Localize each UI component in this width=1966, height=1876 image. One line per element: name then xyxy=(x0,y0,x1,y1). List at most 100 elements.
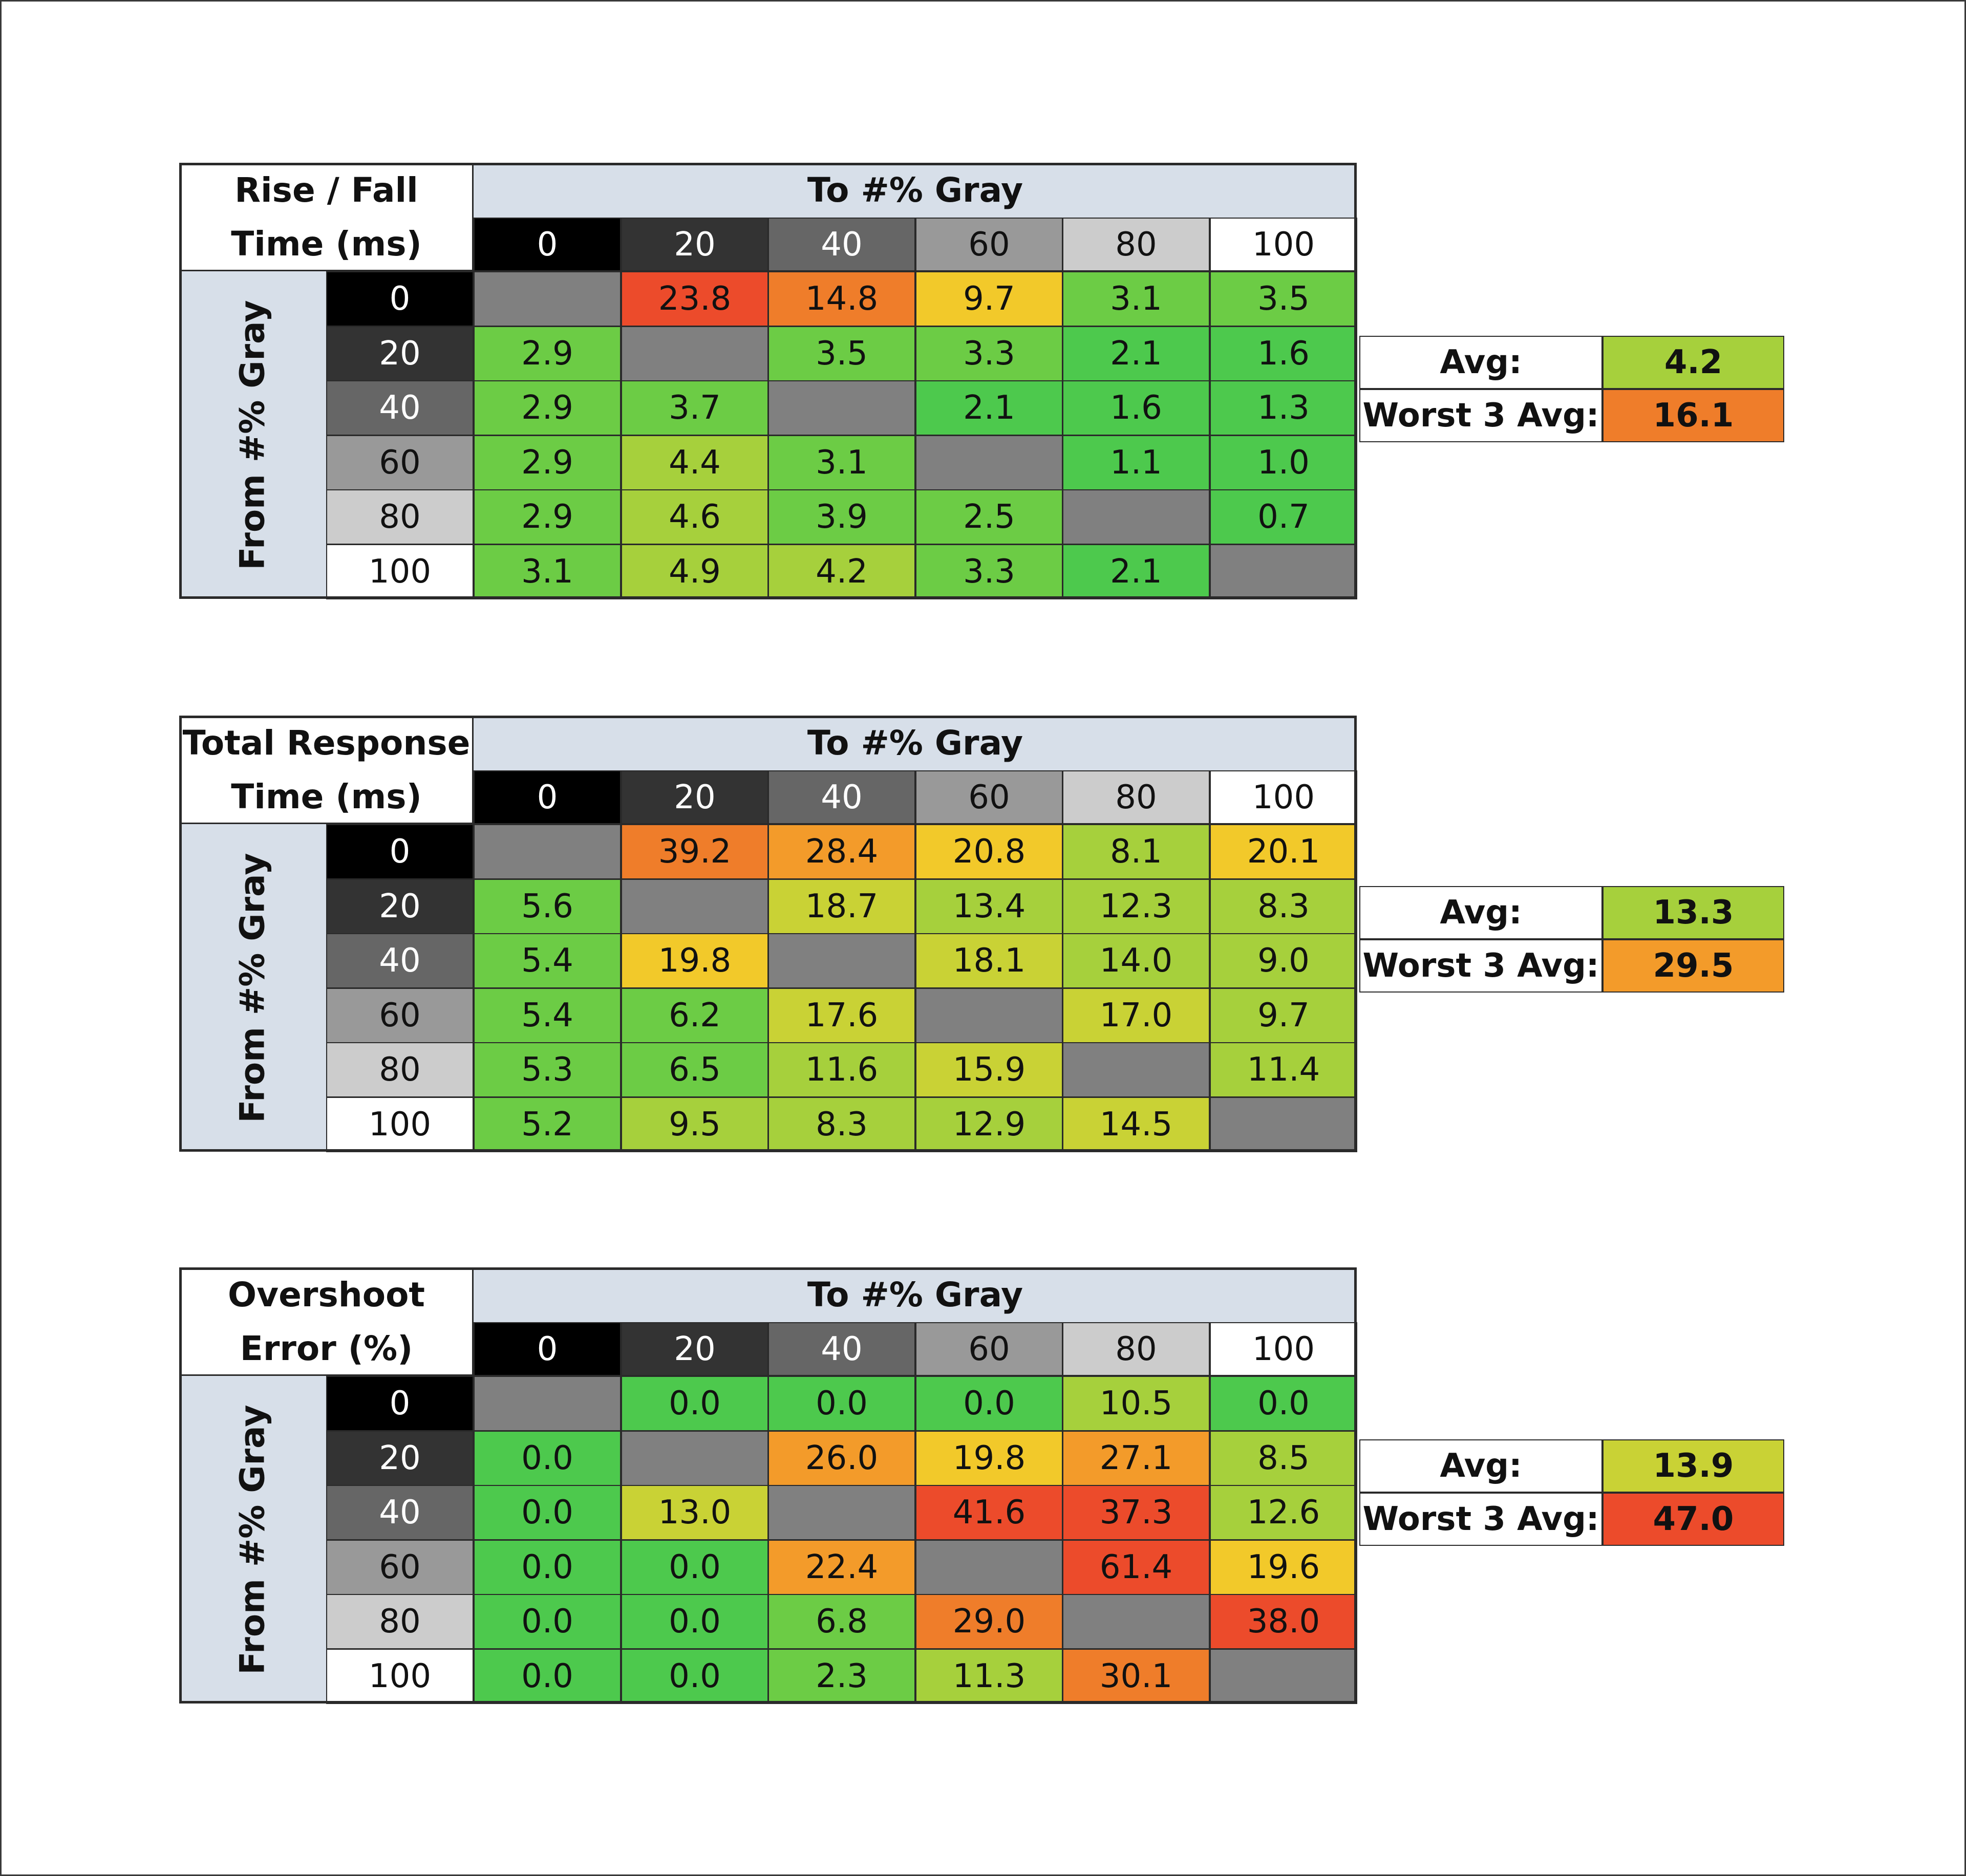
row-header: From #% Gray xyxy=(232,853,272,1123)
table-title-line2: Time (ms) xyxy=(231,224,422,264)
diagonal-cell xyxy=(621,878,768,934)
heatmap-cell: 4.6 xyxy=(621,489,768,545)
heatmap-cell: 0.0 xyxy=(1210,1376,1357,1431)
diagonal-cell xyxy=(768,380,915,436)
heatmap-cell: 26.0 xyxy=(768,1430,915,1486)
diagonal-cell xyxy=(768,933,915,989)
column-tick-label: 40 xyxy=(768,1322,915,1376)
column-tick-label: 20 xyxy=(621,218,768,271)
heatmap-cell: 5.6 xyxy=(474,878,621,934)
heatmap-cell: 2.1 xyxy=(1062,326,1210,381)
heatmap-cell: 1.1 xyxy=(1062,435,1210,490)
heatmap-cell: 6.5 xyxy=(621,1042,768,1098)
avg-value: 4.2 xyxy=(1602,336,1784,389)
column-tick-label: 60 xyxy=(915,218,1063,271)
column-header: To #% Gray xyxy=(474,163,1357,218)
column-tick-label: 80 xyxy=(1062,1322,1210,1376)
heatmap-cell: 3.5 xyxy=(1210,271,1357,327)
row-tick-label: 40 xyxy=(326,1485,474,1541)
avg-value: 13.9 xyxy=(1602,1439,1784,1493)
heatmap-cell: 23.8 xyxy=(621,271,768,327)
heatmap-cell: 13.0 xyxy=(621,1485,768,1541)
heatmap-cell: 8.3 xyxy=(1210,878,1357,934)
heatmap-cell: 0.0 xyxy=(621,1649,768,1704)
worst-3-avg-value: 29.5 xyxy=(1602,939,1784,993)
heatmap-cell: 41.6 xyxy=(915,1485,1063,1541)
table-title-line2: Error (%) xyxy=(240,1329,413,1368)
column-tick-label: 40 xyxy=(768,218,915,271)
worst-3-avg-label: Worst 3 Avg: xyxy=(1359,939,1602,993)
diagonal-cell xyxy=(621,326,768,381)
column-tick-label: 60 xyxy=(915,1322,1063,1376)
heatmap-cell: 18.1 xyxy=(915,933,1063,989)
heatmap-cell: 38.0 xyxy=(1210,1594,1357,1650)
heatmap-cell: 19.6 xyxy=(1210,1539,1357,1595)
heatmap-cell: 22.4 xyxy=(768,1539,915,1595)
heatmap-cell: 0.0 xyxy=(474,1594,621,1650)
heatmap-cell: 3.7 xyxy=(621,380,768,436)
avg-label: Avg: xyxy=(1359,336,1602,389)
heatmap-cell: 10.5 xyxy=(1062,1376,1210,1431)
avg-label: Avg: xyxy=(1359,1439,1602,1493)
heatmap-cell: 2.1 xyxy=(915,380,1063,436)
row-tick-label: 40 xyxy=(326,933,474,989)
heatmap-cell: 29.0 xyxy=(915,1594,1063,1650)
heatmap-cell: 4.2 xyxy=(768,544,915,599)
heatmap-cell: 9.5 xyxy=(621,1097,768,1152)
heatmap-cell: 3.9 xyxy=(768,489,915,545)
table-title-line1: Total Response xyxy=(182,723,471,763)
row-tick-label: 100 xyxy=(326,1649,474,1704)
diagonal-cell xyxy=(474,824,621,879)
heatmap-cell: 3.1 xyxy=(474,544,621,599)
row-tick-label: 80 xyxy=(326,489,474,545)
row-tick-label: 40 xyxy=(326,380,474,436)
row-header-band: From #% Gray xyxy=(179,824,326,1152)
heatmap-cell: 3.1 xyxy=(1062,271,1210,327)
heatmap-cell: 28.4 xyxy=(768,824,915,879)
heatmap-cell: 0.0 xyxy=(474,1539,621,1595)
heatmap-cell: 19.8 xyxy=(915,1430,1063,1486)
heatmap-cell: 3.3 xyxy=(915,544,1063,599)
diagonal-cell xyxy=(915,435,1063,490)
heatmap-cell: 0.0 xyxy=(474,1430,621,1486)
diagonal-cell xyxy=(1062,1594,1210,1650)
rise-fall-table: Rise / Fall Time (ms) To #% Gray From #%… xyxy=(0,163,1966,623)
heatmap-cell: 61.4 xyxy=(1062,1539,1210,1595)
heatmap-cell: 17.0 xyxy=(1062,987,1210,1043)
heatmap-cell: 2.9 xyxy=(474,380,621,436)
heatmap-cell: 18.7 xyxy=(768,878,915,934)
heatmap-cell: 3.1 xyxy=(768,435,915,490)
heatmap-cell: 0.0 xyxy=(474,1649,621,1704)
heatmap-cell: 0.7 xyxy=(1210,489,1357,545)
row-tick-label: 100 xyxy=(326,1097,474,1152)
column-header: To #% Gray xyxy=(474,716,1357,770)
heatmap-cell: 5.4 xyxy=(474,987,621,1043)
heatmap-cell: 3.3 xyxy=(915,326,1063,381)
avg-label: Avg: xyxy=(1359,886,1602,939)
column-tick-label: 20 xyxy=(621,1322,768,1376)
column-tick-label: 100 xyxy=(1210,1322,1357,1376)
row-header-band: From #% Gray xyxy=(179,271,326,599)
heatmap-cell: 15.9 xyxy=(915,1042,1063,1098)
avg-value: 13.3 xyxy=(1602,886,1784,939)
heatmap-cell: 11.4 xyxy=(1210,1042,1357,1098)
heatmap-cell: 9.7 xyxy=(915,271,1063,327)
row-tick-label: 0 xyxy=(326,271,474,327)
heatmap-cell: 2.9 xyxy=(474,489,621,545)
column-tick-label: 100 xyxy=(1210,218,1357,271)
heatmap-cell: 2.5 xyxy=(915,489,1063,545)
column-tick-label: 40 xyxy=(768,770,915,824)
diagonal-cell xyxy=(915,1539,1063,1595)
heatmap-cell: 2.9 xyxy=(474,435,621,490)
table-title-line1: Rise / Fall xyxy=(234,170,418,210)
row-tick-label: 80 xyxy=(326,1594,474,1650)
heatmap-cell: 8.3 xyxy=(768,1097,915,1152)
row-tick-label: 80 xyxy=(326,1042,474,1098)
heatmap-cell: 9.7 xyxy=(1210,987,1357,1043)
worst-3-avg-label: Worst 3 Avg: xyxy=(1359,1493,1602,1546)
heatmap-cell: 6.8 xyxy=(768,1594,915,1650)
column-tick-label: 100 xyxy=(1210,770,1357,824)
heatmap-cell: 5.2 xyxy=(474,1097,621,1152)
column-header: To #% Gray xyxy=(474,1267,1357,1322)
heatmap-cell: 1.6 xyxy=(1210,326,1357,381)
